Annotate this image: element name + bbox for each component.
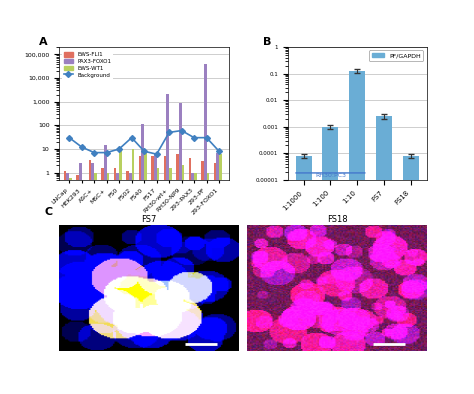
Bar xyxy=(201,161,204,394)
Bar xyxy=(176,154,179,394)
Legend: PF/GAPDH: PF/GAPDH xyxy=(369,50,423,61)
Bar xyxy=(219,154,222,394)
Bar xyxy=(402,156,419,394)
Bar xyxy=(101,168,104,394)
Bar xyxy=(322,127,338,394)
Bar xyxy=(82,180,84,394)
Bar xyxy=(69,178,72,394)
Bar xyxy=(76,175,79,394)
Bar xyxy=(296,156,312,394)
Bar xyxy=(66,173,69,394)
Bar xyxy=(191,173,194,394)
Legend: EWS-FLI1, PAX3-FOXO1, EWS-WT1, Background: EWS-FLI1, PAX3-FOXO1, EWS-WT1, Backgroun… xyxy=(62,50,113,80)
Bar xyxy=(214,163,216,394)
Bar xyxy=(182,165,184,394)
Bar xyxy=(216,152,219,394)
Bar xyxy=(154,152,156,394)
Bar xyxy=(169,168,172,394)
Bar xyxy=(156,168,159,394)
Bar xyxy=(207,173,210,394)
Bar xyxy=(164,156,166,394)
Bar xyxy=(194,173,197,394)
Text: B: B xyxy=(263,37,271,46)
Bar xyxy=(119,150,122,394)
Bar xyxy=(89,160,91,394)
Bar xyxy=(94,173,97,394)
Bar xyxy=(114,168,117,394)
Bar xyxy=(141,125,144,394)
Bar xyxy=(132,149,135,394)
Bar xyxy=(79,163,82,394)
Bar xyxy=(144,150,147,394)
Bar xyxy=(179,103,182,394)
Bar xyxy=(104,145,107,394)
Text: A: A xyxy=(39,37,47,46)
Bar xyxy=(91,163,94,394)
Bar xyxy=(139,156,141,394)
Bar xyxy=(151,156,154,394)
Text: RH30:PC3: RH30:PC3 xyxy=(315,173,346,178)
Bar xyxy=(117,173,119,394)
Title: FS18: FS18 xyxy=(327,215,347,224)
Bar xyxy=(204,64,207,394)
Bar xyxy=(107,173,109,394)
Title: FS7: FS7 xyxy=(141,215,156,224)
Bar xyxy=(166,93,169,394)
Bar xyxy=(126,171,129,394)
Bar xyxy=(129,173,132,394)
Bar xyxy=(349,71,365,394)
Bar xyxy=(189,158,191,394)
Bar xyxy=(376,116,392,394)
Bar xyxy=(64,171,66,394)
Text: C: C xyxy=(45,207,53,217)
